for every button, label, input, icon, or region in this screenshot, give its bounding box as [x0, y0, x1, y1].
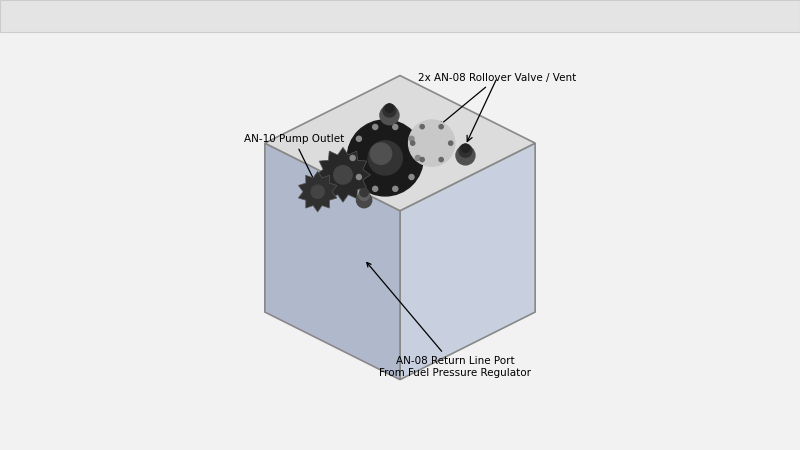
Text: AN-08 Return Line Port
From Fuel Pressure Regulator: AN-08 Return Line Port From Fuel Pressur… — [366, 262, 531, 378]
Polygon shape — [315, 147, 370, 202]
Circle shape — [350, 155, 355, 161]
Circle shape — [373, 125, 378, 130]
Text: 2x AN-08 Rollover Valve / Vent: 2x AN-08 Rollover Valve / Vent — [418, 72, 576, 126]
Polygon shape — [298, 171, 337, 212]
Circle shape — [380, 106, 399, 125]
Circle shape — [356, 175, 362, 180]
Circle shape — [462, 144, 470, 153]
Polygon shape — [265, 143, 400, 380]
Circle shape — [420, 158, 424, 162]
Circle shape — [383, 104, 396, 117]
Circle shape — [357, 193, 372, 208]
Text: AN-10 Pump Outlet: AN-10 Pump Outlet — [244, 134, 344, 184]
Circle shape — [370, 143, 392, 164]
Circle shape — [373, 186, 378, 191]
Circle shape — [415, 155, 420, 161]
Circle shape — [409, 120, 455, 166]
Circle shape — [347, 120, 423, 196]
Circle shape — [420, 125, 424, 129]
Circle shape — [386, 104, 394, 112]
Circle shape — [459, 144, 472, 157]
Circle shape — [439, 158, 443, 162]
Circle shape — [368, 141, 402, 175]
Polygon shape — [400, 143, 535, 380]
Circle shape — [334, 166, 352, 184]
Circle shape — [393, 186, 398, 191]
Circle shape — [358, 190, 370, 200]
Circle shape — [360, 189, 368, 197]
Circle shape — [311, 185, 324, 198]
Circle shape — [456, 146, 475, 165]
Circle shape — [356, 136, 362, 141]
Circle shape — [393, 125, 398, 130]
Circle shape — [439, 125, 443, 129]
Text: 🔒 aeromotiveinc.com: 🔒 aeromotiveinc.com — [334, 0, 466, 12]
Polygon shape — [265, 76, 535, 211]
Circle shape — [449, 141, 453, 145]
Circle shape — [409, 175, 414, 180]
Circle shape — [410, 141, 414, 145]
Circle shape — [409, 136, 414, 141]
